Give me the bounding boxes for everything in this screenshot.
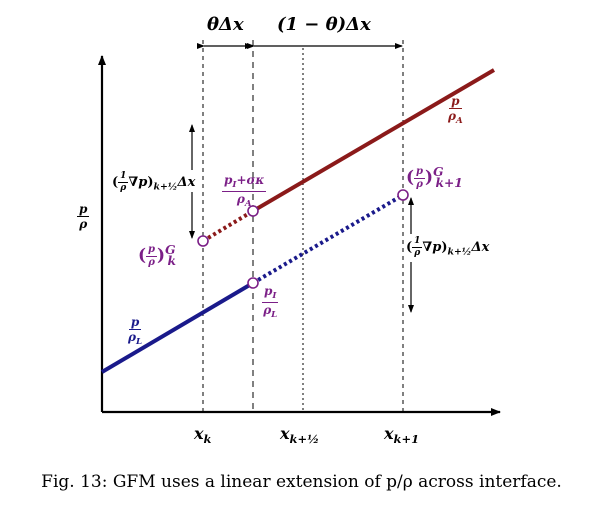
ghost-k-marker — [197, 235, 209, 247]
ghost-k1-marker — [397, 189, 409, 201]
x-k1-label: xk+1 — [384, 426, 419, 446]
ghost-k-sup: G — [165, 243, 176, 257]
grad-left-sub: k+½ — [153, 181, 178, 193]
theta-dx-label: θΔx — [207, 16, 244, 34]
interface-lower-marker — [247, 277, 259, 289]
ghost-k1-sup: G — [433, 165, 444, 179]
y-label-num: p — [77, 202, 90, 217]
y-label-den: ρ — [79, 217, 88, 231]
theta-dx-text: θΔx — [207, 14, 244, 35]
p-rhoL-den: ρL — [128, 330, 143, 348]
interface-lower-label: pI ρL — [262, 284, 279, 320]
x-k1-main: x — [384, 424, 394, 443]
one-minus-theta-label: (1 − θ)Δx — [277, 16, 371, 34]
one-minus-theta-text: (1 − θ)Δx — [277, 14, 371, 35]
x-k-half-sub: k+½ — [289, 432, 320, 447]
blue-line-extension — [251, 193, 405, 285]
interface-lower-den: ρL — [263, 302, 278, 320]
ghost-k1-label: (p ρ)Gk+1 — [406, 165, 463, 190]
p-rhoL-num: p — [128, 315, 142, 330]
ghost-k-sub: k — [167, 254, 177, 268]
x-k-label: xk — [194, 426, 212, 446]
red-line-extension — [201, 209, 255, 243]
interface-upper-num: pI+σκ — [222, 173, 267, 192]
p-rhoA-den: ρA — [448, 109, 463, 127]
p-rhoA-num: p — [449, 94, 462, 109]
grad-left-label: (1 ρ ∇p)k+½Δx — [112, 171, 196, 193]
grad-right-label: (1 ρ ∇p)k+½Δx — [406, 236, 490, 258]
interface-lower-num: pI — [262, 284, 279, 303]
interface-upper-marker — [247, 205, 259, 217]
gfm-diagram — [98, 40, 501, 416]
grad-right-tail: Δx — [471, 240, 490, 255]
x-k-main: x — [194, 424, 204, 443]
grad-left-tail: Δx — [177, 175, 196, 190]
ghost-k-label: (p ρ)Gk — [138, 243, 177, 268]
y-axis-label: p ρ — [77, 202, 90, 231]
interface-upper-den: ρA — [236, 191, 252, 209]
ghost-k1-sub: k+1 — [435, 176, 463, 190]
figure-caption: Fig. 13: GFM uses a linear extension of … — [41, 472, 562, 492]
p-rhoL-label: p ρL — [128, 316, 142, 347]
x-k-half-label: xk+½ — [280, 426, 319, 446]
x-k-half-main: x — [280, 424, 290, 443]
interface-upper-label: pI+σκ ρA — [222, 173, 267, 209]
p-rhoA-label: p ρA — [448, 95, 463, 126]
x-k1-sub: k+1 — [393, 432, 420, 447]
blue-line-solid — [100, 281, 255, 374]
red-line-solid — [251, 68, 496, 213]
x-k-sub: k — [203, 432, 212, 447]
grad-right-sub: k+½ — [447, 246, 472, 258]
